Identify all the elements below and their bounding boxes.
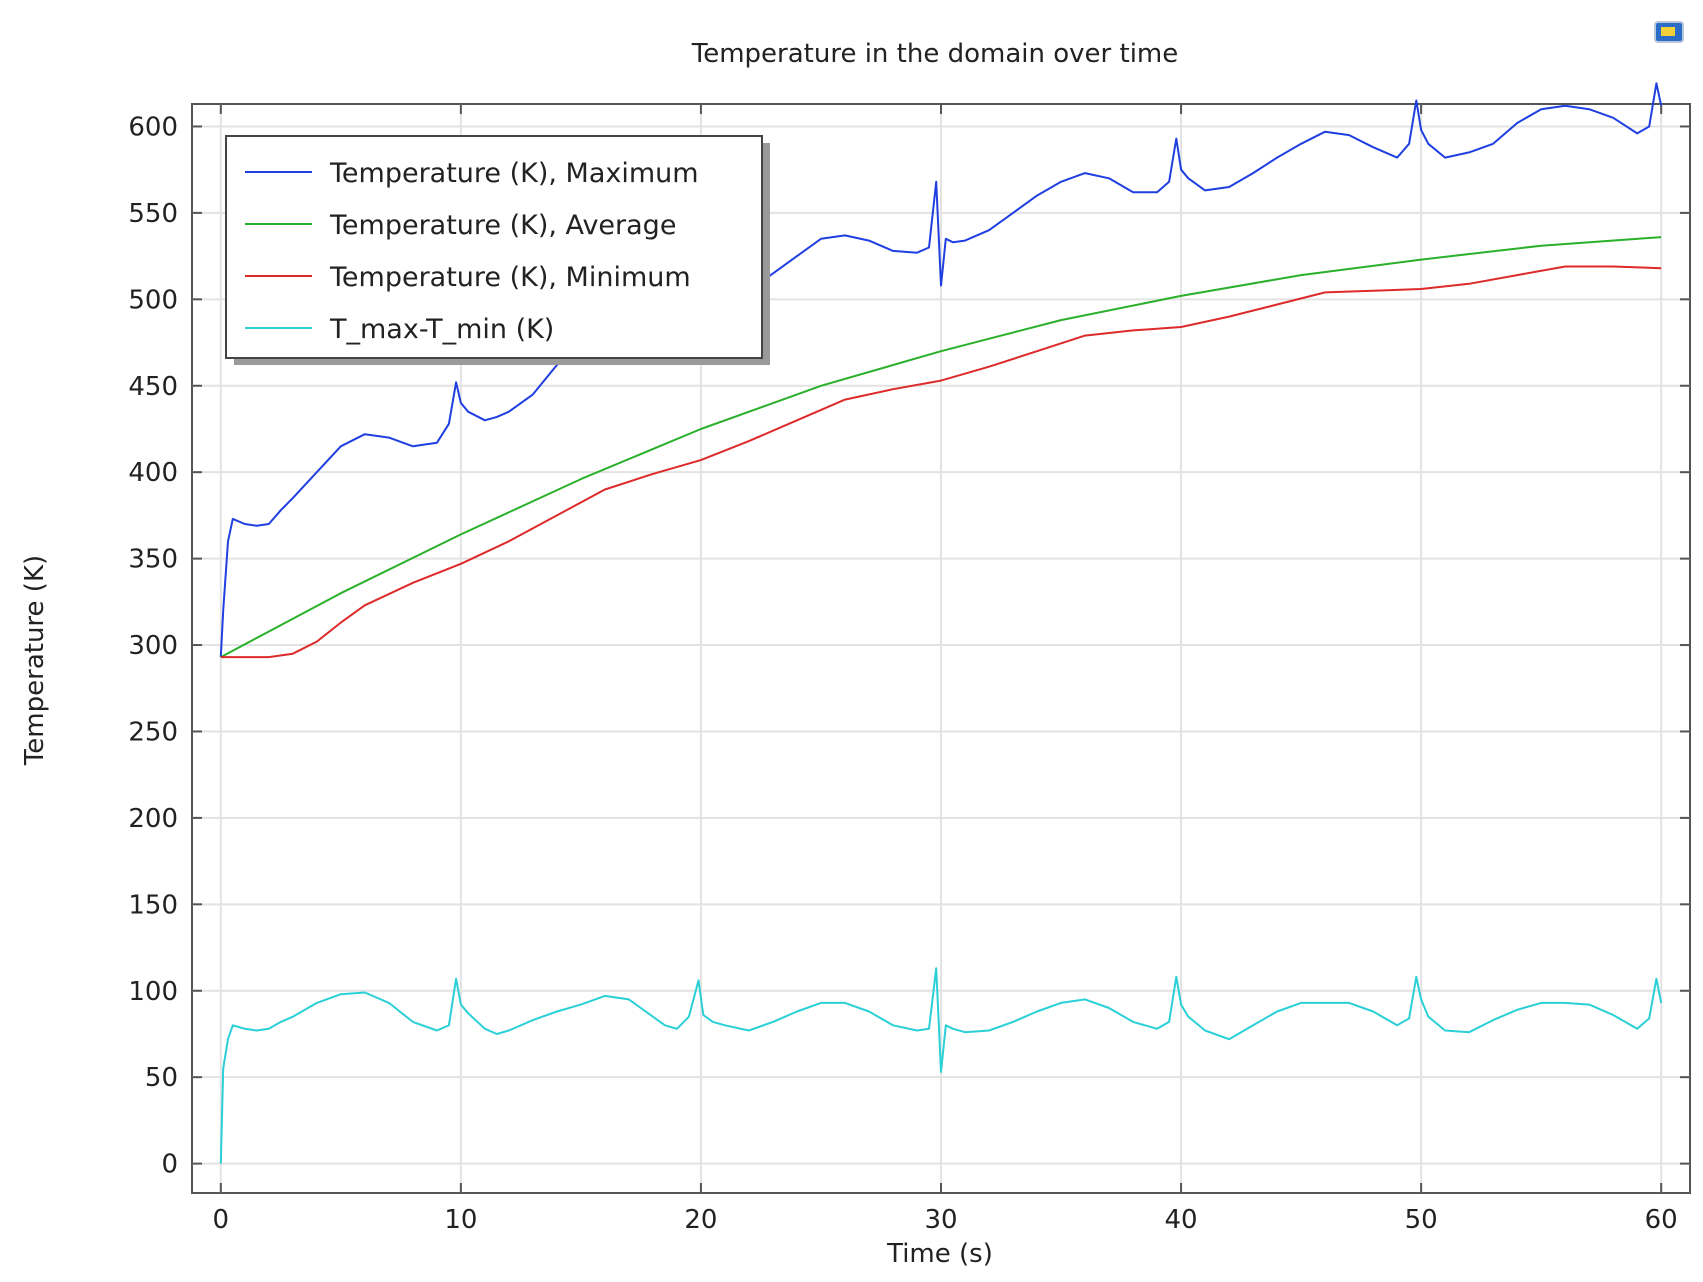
series-line-3 — [220, 265, 1662, 659]
plot-window-icon[interactable] — [1654, 21, 1684, 43]
y-tick-label: 500 — [128, 285, 178, 315]
x-tick-label: 0 — [213, 1205, 230, 1235]
legend-label: Temperature (K), Maximum — [329, 158, 699, 189]
x-tick-label: 20 — [684, 1205, 717, 1235]
series-line-1 — [219, 82, 1663, 658]
legend-label: Temperature (K), Average — [329, 210, 676, 241]
chart-title: Temperature in the domain over time — [691, 39, 1178, 69]
series-lines — [219, 82, 1663, 1164]
y-tick-label: 200 — [128, 804, 178, 834]
legend: Temperature (K), Maximum Temperature (K),… — [225, 135, 770, 365]
y-tick-label: 450 — [128, 372, 178, 402]
y-tick-label: 100 — [128, 977, 178, 1007]
axis-ticks: 0 10 20 30 40 50 60050100150200250300350400450… — [128, 104, 1690, 1235]
y-axis-title: Temperature (K) — [20, 555, 50, 766]
y-tick-label: 0 — [161, 1150, 178, 1180]
y-tick-label: 400 — [128, 458, 178, 488]
y-tick-label: 150 — [128, 890, 178, 920]
y-tick-label: 350 — [128, 545, 178, 575]
x-tick-label: 30 — [924, 1205, 957, 1235]
x-tick-label: 10 — [444, 1205, 477, 1235]
legend-label: Temperature (K), Minimum — [329, 262, 691, 293]
y-tick-label: 250 — [128, 717, 178, 747]
y-tick-label: 50 — [145, 1063, 178, 1093]
x-axis-title: Time (s) — [886, 1239, 993, 1269]
x-tick-label: 50 — [1405, 1205, 1438, 1235]
x-tick-label: 40 — [1165, 1205, 1198, 1235]
x-tick-label: 60 — [1645, 1205, 1678, 1235]
series-line-4 — [219, 967, 1663, 1164]
y-tick-label: 550 — [128, 199, 178, 229]
y-tick-label: 600 — [128, 112, 178, 142]
series-line-2 — [220, 236, 1662, 658]
legend-label: T_max-T_min (K) — [329, 314, 554, 345]
y-tick-label: 300 — [128, 631, 178, 661]
